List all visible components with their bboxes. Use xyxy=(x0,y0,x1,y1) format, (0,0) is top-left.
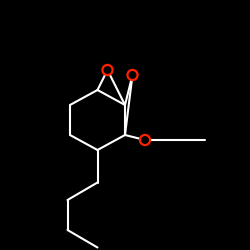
Circle shape xyxy=(127,70,138,80)
Circle shape xyxy=(140,134,150,145)
Circle shape xyxy=(102,64,113,76)
Circle shape xyxy=(129,72,136,78)
Circle shape xyxy=(142,137,148,143)
Circle shape xyxy=(104,67,111,73)
